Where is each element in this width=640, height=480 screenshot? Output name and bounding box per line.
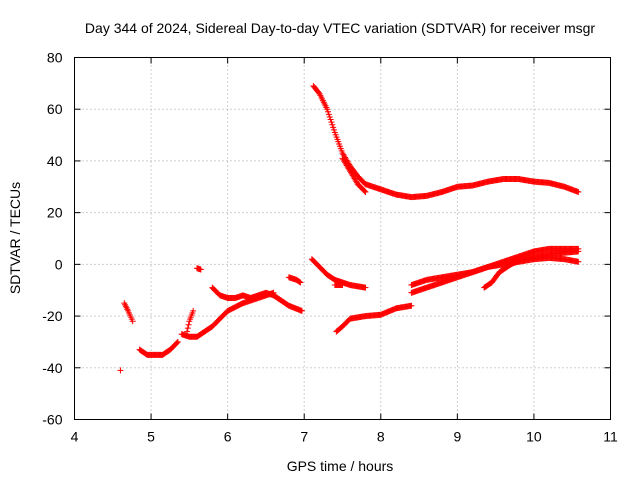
y-tick-label: -60 <box>42 412 62 428</box>
data-point <box>575 188 582 195</box>
data-point <box>408 302 415 309</box>
data-point <box>329 121 336 128</box>
data-point <box>324 106 331 113</box>
data-marks <box>117 82 582 374</box>
data-point <box>575 258 582 265</box>
data-point <box>330 126 337 133</box>
y-tick-label: 40 <box>47 153 63 169</box>
x-tick-label: 7 <box>300 429 308 445</box>
data-point <box>184 328 191 335</box>
x-axis-label: GPS time / hours <box>287 458 394 474</box>
chart-title: Day 344 of 2024, Sidereal Day-to-day VTE… <box>85 20 595 36</box>
data-point <box>328 119 335 126</box>
data-point <box>327 116 334 123</box>
data-point <box>298 307 305 314</box>
data-point <box>339 282 346 289</box>
data-point <box>361 188 368 195</box>
data-point <box>185 321 192 328</box>
data-point <box>330 124 337 131</box>
data-point <box>174 339 181 346</box>
x-tick-label: 6 <box>224 429 232 445</box>
y-tick-label: 0 <box>55 256 63 272</box>
data-point <box>362 284 369 291</box>
x-tick-label: 4 <box>71 429 79 445</box>
data-point <box>190 307 197 314</box>
x-tick-label: 5 <box>147 429 155 445</box>
data-point <box>129 318 136 325</box>
data-point <box>326 113 333 120</box>
data-point <box>325 108 332 115</box>
x-tick-label: 10 <box>526 429 542 445</box>
axis-ticks: 4 5 6 7 8 9 10 11 -60 -40 -20 0 20 40 60 80 <box>42 50 618 445</box>
data-point <box>197 266 204 273</box>
y-tick-label: 60 <box>47 101 63 117</box>
x-tick-label: 11 <box>603 429 618 445</box>
y-tick-label: -40 <box>42 360 62 376</box>
plot-frame <box>74 57 611 420</box>
y-axis-label: SDTVAR / TECUs <box>7 182 23 294</box>
y-tick-label: 80 <box>47 50 63 66</box>
data-point <box>297 279 304 286</box>
x-tick-label: 8 <box>377 429 385 445</box>
data-point <box>296 278 303 285</box>
y-tick-label: 20 <box>47 205 63 221</box>
data-point <box>270 289 277 296</box>
data-point <box>117 367 124 374</box>
data-point <box>325 111 332 118</box>
y-tick-label: -20 <box>42 308 62 324</box>
data-point <box>575 248 582 255</box>
x-tick-label: 9 <box>453 429 461 445</box>
data-point <box>174 338 181 345</box>
data-point <box>362 188 369 195</box>
data-point <box>184 325 191 332</box>
